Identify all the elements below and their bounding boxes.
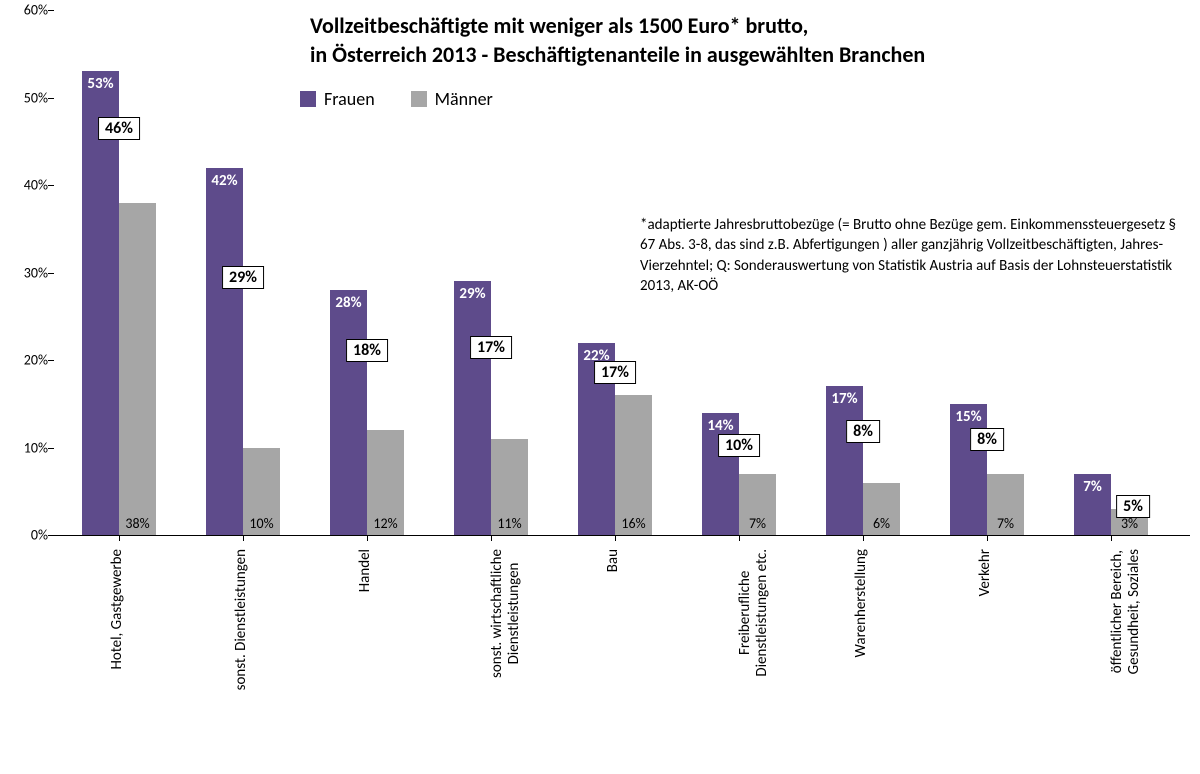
bar-maenner: 10% [243, 448, 280, 536]
bar-maenner: 16% [615, 395, 652, 535]
y-axis-tick-label: 30% [12, 264, 48, 281]
category-label: FreiberuflicheDienstleistungen etc. [737, 549, 772, 677]
avg-label: 17% [470, 336, 512, 359]
bar-frauen: 14% [702, 413, 739, 536]
y-axis-tick-label: 40% [12, 177, 48, 194]
avg-label: 10% [718, 434, 760, 457]
y-axis-tick-label: 50% [12, 89, 48, 106]
avg-label: 46% [98, 117, 140, 140]
y-axis-tick-mark [48, 185, 54, 186]
y-axis-tick-mark [48, 448, 54, 449]
bar-frauen-value-label: 14% [702, 417, 739, 435]
avg-label: 29% [222, 266, 264, 289]
bar-maenner-value-label: 7% [987, 515, 1024, 532]
y-axis-tick-mark [48, 98, 54, 99]
x-axis-tick-mark [243, 535, 244, 541]
bar-frauen: 17% [826, 386, 863, 535]
bar-maenner: 11% [491, 439, 528, 535]
y-axis-tick-label: 20% [12, 352, 48, 369]
bar-frauen-value-label: 29% [454, 285, 491, 303]
bar-frauen: 7% [1074, 474, 1111, 535]
bar-frauen: 15% [950, 404, 987, 535]
avg-label: 18% [346, 339, 388, 362]
avg-label: 8% [846, 420, 880, 443]
category-label: Handel [357, 549, 374, 592]
x-axis-tick-mark [119, 535, 120, 541]
bar-maenner: 12% [367, 430, 404, 535]
bar-maenner: 6% [863, 483, 900, 536]
chart-container: Vollzeitbeschäftigte mit weniger als 150… [40, 0, 1190, 774]
x-axis-tick-mark [987, 535, 988, 541]
category-label: Warenherstellung [853, 549, 870, 657]
bar-maenner: 38% [119, 203, 156, 536]
y-axis-tick-label: 10% [12, 439, 48, 456]
chart-plot-area: 0%10%20%30%40%50%60%53%38%46%Hotel, Gast… [40, 0, 1190, 545]
y-axis-tick-label: 0% [12, 527, 48, 544]
y-axis-tick-label: 60% [12, 2, 48, 19]
bar-frauen-value-label: 53% [82, 75, 119, 93]
x-axis-tick-mark [863, 535, 864, 541]
bar-frauen-value-label: 28% [330, 294, 367, 312]
category-label: sonst. wirtschaftlicheDienstleistungen [489, 549, 524, 678]
bar-frauen-value-label: 15% [950, 408, 987, 426]
x-axis-tick-mark [1111, 535, 1112, 541]
x-axis-tick-mark [367, 535, 368, 541]
x-axis-tick-mark [739, 535, 740, 541]
bar-maenner-value-label: 12% [367, 515, 404, 532]
category-label: Verkehr [977, 549, 994, 596]
bar-maenner-value-label: 7% [739, 515, 776, 532]
bar-maenner-value-label: 38% [119, 515, 156, 532]
category-label: Hotel, Gastgewerbe [109, 549, 126, 669]
bar-frauen: 53% [82, 71, 119, 535]
bar-frauen-value-label: 7% [1074, 478, 1111, 496]
avg-label: 5% [1116, 495, 1150, 518]
bar-frauen-value-label: 42% [206, 172, 243, 190]
avg-label: 17% [594, 361, 636, 384]
category-label: öffentlicher Bereich,Gesundheit, Soziale… [1109, 549, 1144, 674]
y-axis-tick-mark [48, 360, 54, 361]
bar-maenner-value-label: 11% [491, 515, 528, 532]
y-axis-tick-mark [48, 273, 54, 274]
bar-frauen-value-label: 17% [826, 390, 863, 408]
avg-label: 8% [970, 428, 1004, 451]
bar-frauen: 42% [206, 168, 243, 536]
category-label: sonst. Dienstleistungen [233, 549, 250, 690]
y-axis-tick-mark [48, 10, 54, 11]
bar-frauen: 29% [454, 281, 491, 535]
bar-maenner-value-label: 16% [615, 515, 652, 532]
x-axis-baseline [54, 535, 1190, 536]
bar-maenner-value-label: 6% [863, 515, 900, 532]
x-axis-tick-mark [491, 535, 492, 541]
bar-maenner: 7% [987, 474, 1024, 535]
bar-maenner: 7% [739, 474, 776, 535]
x-axis-tick-mark [615, 535, 616, 541]
bar-maenner-value-label: 10% [243, 515, 280, 532]
category-label: Bau [605, 549, 622, 572]
bar-frauen: 28% [330, 290, 367, 535]
